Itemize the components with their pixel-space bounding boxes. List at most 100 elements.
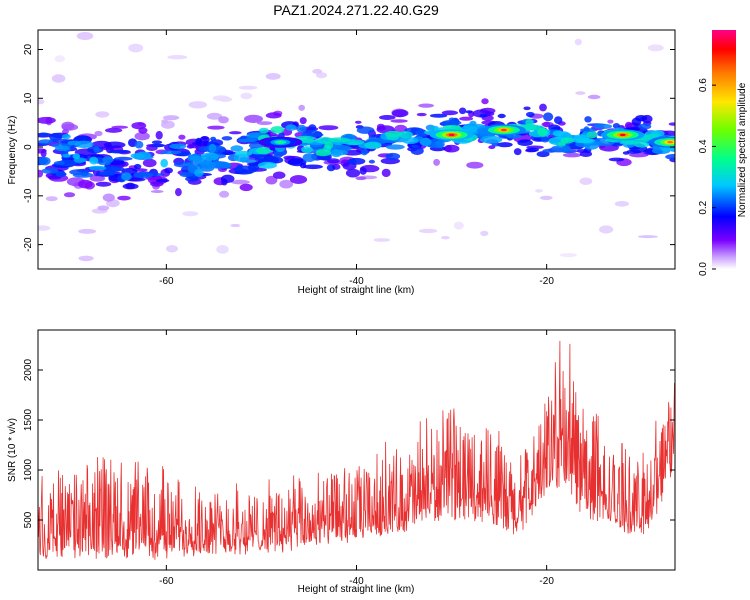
spectrogram-cell bbox=[99, 171, 117, 176]
spectrogram-cell bbox=[347, 141, 362, 146]
spectrogram-cell bbox=[364, 141, 382, 149]
spectrogram-cell bbox=[359, 167, 367, 175]
spectrogram-cell bbox=[466, 161, 484, 169]
spectrogram-cell bbox=[175, 188, 182, 197]
spectrogram-cell bbox=[360, 148, 368, 156]
spectrogram-cell bbox=[537, 127, 548, 137]
spectrogram-cell bbox=[216, 245, 229, 254]
spectrogram-cell bbox=[128, 43, 144, 53]
spectrogram-x-axis-label: Height of straight line (km) bbox=[298, 285, 415, 296]
spectrogram-cell bbox=[55, 145, 70, 151]
spectrogram-cell bbox=[256, 121, 273, 125]
figure-title: PAZ1.2024.271.22.40.G29 bbox=[273, 2, 439, 18]
spectrogram-cell bbox=[513, 148, 522, 156]
snr-y-axis-label: SNR (10 * v/v) bbox=[7, 418, 18, 482]
spectrogram-cell bbox=[212, 95, 230, 101]
spectrogram-cell bbox=[540, 195, 553, 200]
spectrogram-cell bbox=[244, 114, 263, 123]
spectrogram-cell bbox=[54, 55, 65, 63]
spectrogram-cell bbox=[38, 156, 51, 166]
spectrogram-cell bbox=[307, 133, 324, 137]
spectrogram-cell bbox=[289, 175, 308, 184]
spectrogram-cell bbox=[645, 133, 659, 138]
spectrogram-cell bbox=[318, 125, 339, 131]
spectrogram-cell bbox=[373, 238, 391, 242]
spectrogram-cell bbox=[433, 158, 440, 166]
spectrogram-cell bbox=[296, 124, 307, 133]
spectrogram-cell bbox=[626, 149, 641, 154]
spectrogram-cell bbox=[540, 136, 550, 143]
y-tick-label: 500 bbox=[23, 511, 34, 528]
spectrogram-cell bbox=[150, 190, 164, 193]
spectrogram-cell bbox=[599, 225, 614, 234]
y-tick-label: 1500 bbox=[23, 408, 34, 431]
spectrogram-cell bbox=[265, 112, 282, 119]
snr-y-ticks: 500 1000 1500 2000 bbox=[23, 358, 675, 528]
spectrogram-cell bbox=[179, 171, 194, 178]
spectrogram-cell bbox=[647, 44, 664, 52]
spectrogram-cell bbox=[453, 221, 464, 230]
spectrogram-cell bbox=[38, 116, 56, 124]
spectrogram-cell bbox=[76, 32, 94, 40]
spectrogram-cell bbox=[554, 116, 563, 124]
spectrogram-cell bbox=[155, 178, 170, 183]
spectrogram-cell bbox=[102, 193, 115, 202]
spectrogram-cell bbox=[78, 255, 94, 262]
spectrogram-cell bbox=[221, 136, 233, 141]
colorbar-tick-label: 0.4 bbox=[698, 139, 709, 153]
spectrogram-cell bbox=[142, 158, 157, 168]
spectrogram-cell bbox=[385, 144, 405, 150]
spectrogram-cell bbox=[53, 161, 65, 165]
spectrogram-cell bbox=[312, 68, 323, 74]
spectrogram-cell bbox=[51, 74, 66, 83]
spectrogram-cell bbox=[485, 111, 495, 117]
x-tick-label: -20 bbox=[539, 276, 554, 287]
spectrogram-cell bbox=[607, 119, 614, 124]
spectrogram-cell bbox=[429, 113, 448, 118]
spectrogram-cell bbox=[488, 145, 496, 150]
spectrogram-cell bbox=[355, 120, 362, 124]
spectrogram-cell bbox=[117, 195, 131, 201]
spectrogram-cell bbox=[385, 152, 401, 160]
spectrogram-cell bbox=[89, 175, 106, 182]
spectrogram-cell bbox=[41, 168, 59, 174]
spectrogram-cell bbox=[535, 189, 543, 193]
x-tick-label: -60 bbox=[159, 276, 174, 287]
spectrogram-cell bbox=[38, 132, 49, 137]
spectrogram-cell bbox=[151, 140, 163, 145]
y-tick-label: -10 bbox=[23, 188, 34, 203]
spectrogram-cell bbox=[272, 171, 286, 179]
x-tick-label: -40 bbox=[349, 576, 364, 587]
spectrogram-cell bbox=[539, 103, 547, 112]
spectrogram-cell bbox=[210, 136, 217, 142]
spectrogram-cell bbox=[575, 91, 586, 95]
spectrogram-cell bbox=[410, 146, 424, 155]
spectrogram-cell bbox=[441, 236, 450, 240]
spectrogram-cell bbox=[418, 103, 434, 108]
spectrogram-cell bbox=[465, 110, 473, 114]
spectrogram-cell bbox=[536, 151, 550, 158]
spectrogram-cell bbox=[480, 230, 489, 236]
snr-series-line bbox=[38, 340, 675, 560]
spectrogram-cell bbox=[89, 156, 99, 165]
spectrogram-cell bbox=[256, 146, 271, 155]
colorbar-ticks: 0.0 0.2 0.4 0.6 bbox=[698, 78, 716, 276]
spectrogram-cell bbox=[379, 115, 396, 120]
spectrogram-cell bbox=[164, 167, 174, 174]
spectrogram-cell bbox=[356, 126, 375, 134]
spectrogram-cell bbox=[240, 92, 253, 100]
spectrogram-cell bbox=[133, 163, 142, 170]
spectrogram-cell bbox=[301, 133, 308, 137]
snr-panel: 500 1000 1500 2000 -60 -40 -20 Height of stra… bbox=[7, 329, 676, 595]
spectrogram-cell bbox=[638, 235, 658, 239]
spectrogram-cell bbox=[586, 131, 598, 139]
spectrogram-cell bbox=[95, 111, 110, 118]
spectrogram-cell bbox=[189, 155, 201, 161]
spectrogram-cell bbox=[580, 128, 598, 133]
spectrogram-cell bbox=[560, 137, 574, 144]
spectrogram-cell bbox=[562, 152, 582, 158]
spectrogram-cell bbox=[459, 116, 474, 121]
spectrogram-cell bbox=[398, 131, 413, 139]
x-tick-label: -20 bbox=[539, 576, 554, 587]
y-tick-label: 0 bbox=[23, 144, 34, 150]
